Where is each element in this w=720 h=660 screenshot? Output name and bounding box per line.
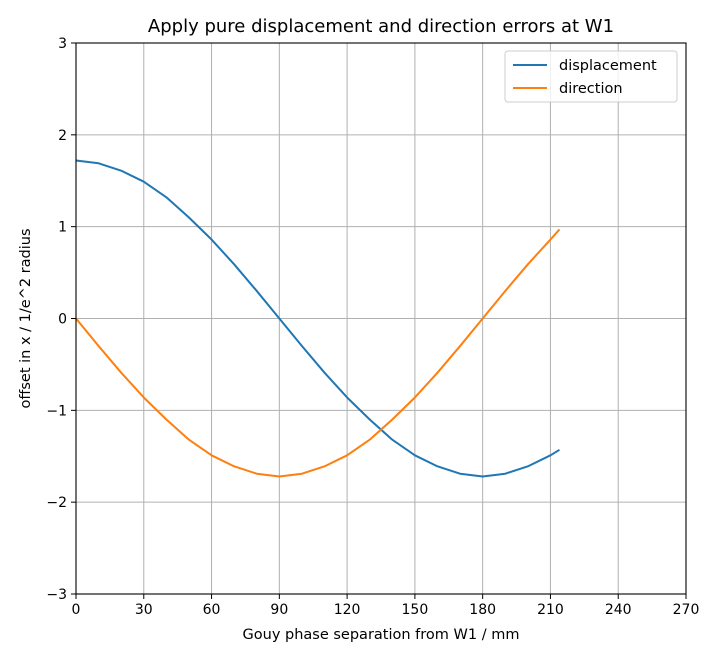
x-tick-label: 180: [469, 602, 496, 618]
axis-ticks: 0 30 60 90 120 150 180 210 240 270 −3 −2 −1 0 1 2 3: [46, 36, 699, 618]
chart-title: Apply pure displacement and direction er…: [148, 16, 614, 37]
legend-label-direction: direction: [559, 81, 623, 97]
y-tick-label: −3: [46, 587, 67, 603]
x-tick-label: 30: [135, 602, 153, 618]
y-tick-label: 1: [58, 220, 67, 236]
x-tick-label: 150: [402, 602, 429, 618]
legend-box: [504, 50, 678, 103]
y-tick-label: −2: [46, 495, 67, 511]
y-tick-label: 2: [58, 128, 67, 144]
legend-label-displacement: displacement: [559, 58, 657, 74]
x-axis-label: Gouy phase separation from W1 / mm: [243, 627, 520, 643]
x-tick-label: 240: [605, 602, 632, 618]
y-tick-label: 3: [58, 36, 67, 52]
series-line-displacement: [75, 159, 561, 478]
x-tick-label: 60: [203, 602, 221, 618]
y-tick-label: 0: [58, 312, 67, 328]
y-tick-label: −1: [46, 403, 67, 419]
x-tick-label: 270: [673, 602, 700, 618]
legend: displacement direction: [504, 50, 678, 103]
series-line-direction: [75, 228, 561, 478]
x-tick-label: 120: [334, 602, 361, 618]
x-tick-label: 90: [270, 602, 288, 618]
y-axis-label: offset in x / 1/e^2 radius: [18, 229, 34, 409]
series-lines: [75, 159, 561, 478]
x-tick-label: 0: [72, 602, 81, 618]
x-tick-label: 210: [537, 602, 564, 618]
